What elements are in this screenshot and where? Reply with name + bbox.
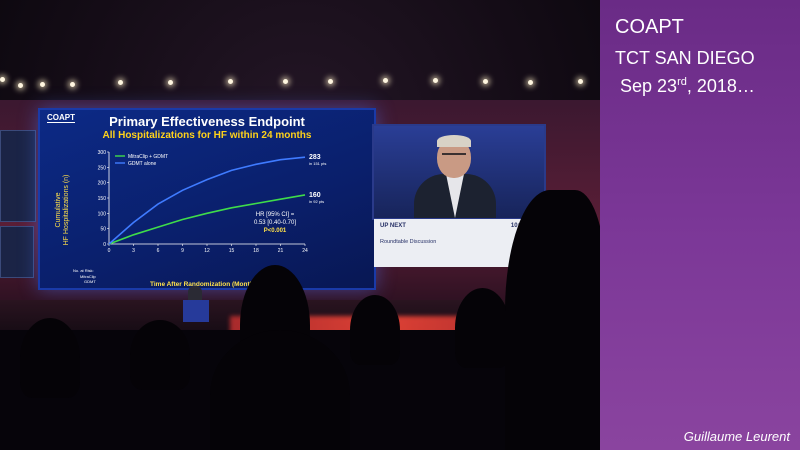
endpoint-clip-value: 160 (309, 192, 321, 199)
up-next-label: UP NEXT (380, 223, 406, 229)
legend-label: GDMT alone (128, 161, 156, 167)
y-axis-label: Cumulative HF Hospitalizations (n) (55, 165, 71, 255)
x-axis-label: Time After Randomization (Months) (150, 281, 260, 288)
main-slide-screen: COAPT Primary Effectiveness Endpoint All… (38, 108, 376, 290)
slide-subtitle: All Hospitalizations for HF within 24 mo… (102, 130, 312, 141)
audience-head (20, 318, 80, 398)
ceiling-light (228, 79, 233, 84)
ceiling-light (483, 79, 488, 84)
y-axis-label-line2: HF Hospitalizations (n) (63, 174, 70, 246)
audience-head (350, 295, 400, 365)
y-tick-label: 150 (98, 196, 107, 202)
hf-hospitalization-chart: 0 50 100 150 200 250 300 0 3 6 9 12 15 18 21 24 MitraCli… (98, 150, 327, 254)
ceiling-light (40, 82, 45, 87)
x-tick-label: 6 (157, 248, 160, 254)
hazard-ratio-line2: 0.53 [0.40-0.70] (254, 220, 296, 226)
up-next-text: Roundtable Discussion (380, 239, 437, 245)
conference-photo: COAPT Primary Effectiveness Endpoint All… (0, 0, 600, 450)
y-tick-label: 0 (103, 242, 106, 248)
x-tick-label: 0 (108, 248, 111, 254)
audience-head (130, 320, 190, 390)
hazard-ratio-line1: HR [95% CI] = (256, 212, 295, 218)
caption-title: COAPT (615, 16, 684, 38)
ceiling-light (168, 80, 173, 85)
audience-head (210, 330, 350, 450)
endpoint-gdmt-sub: in 151 pts (309, 161, 326, 166)
x-tick-label: 9 (181, 248, 184, 254)
x-tick-label: 15 (229, 248, 235, 254)
caption-event: TCT SAN DIEGO (615, 48, 755, 68)
slide-logo: COAPT (47, 113, 75, 123)
y-axis-label-line1: Cumulative (55, 192, 62, 228)
risk-header: No. at Risk: (73, 268, 94, 273)
y-tick-label: 250 (98, 165, 107, 171)
x-tick-label: 18 (253, 248, 259, 254)
photo-credit: Guillaume Leurent (683, 429, 790, 444)
podium (183, 300, 209, 322)
ceiling-light (383, 78, 388, 83)
slide-title: Primary Effectiveness Endpoint (109, 114, 305, 129)
caption-date: Sep 23rd, 2018… (620, 76, 755, 96)
series-line-mitraclip (108, 194, 306, 245)
ceiling-light (433, 78, 438, 83)
ceiling-light (18, 83, 23, 88)
left-side-clock-panel (0, 226, 34, 278)
p-value: P<0.001 (264, 228, 287, 234)
audience-head (455, 288, 510, 368)
risk-clip-label: MitraClip (80, 274, 96, 279)
speaker-hair (437, 135, 471, 147)
x-tick-label: 3 (132, 248, 135, 254)
ceiling-light (70, 82, 75, 87)
y-tick-label: 300 (98, 150, 107, 156)
audience-head (505, 190, 600, 450)
ceiling-light (328, 79, 333, 84)
ceiling-light (578, 79, 583, 84)
y-tick-label: 100 (98, 211, 107, 217)
endpoint-clip-sub: in 92 pts (309, 199, 324, 204)
speaker-video-screen (372, 124, 546, 220)
ceiling-light (528, 80, 533, 85)
ceiling-light (118, 80, 123, 85)
risk-gdmt-label: GDMT (84, 279, 96, 284)
x-tick-label: 24 (302, 248, 308, 254)
y-tick-label: 50 (100, 227, 106, 233)
series-line-gdmt (108, 156, 306, 245)
y-tick-label: 200 (98, 181, 107, 187)
x-tick-label: 12 (204, 248, 210, 254)
caption-panel: COAPT TCT SAN DIEGO Sep 23rd, 2018… Guil… (600, 0, 800, 450)
ceiling-light (283, 79, 288, 84)
speaker-glasses (442, 153, 466, 160)
left-side-screen (0, 130, 36, 222)
x-tick-label: 21 (278, 248, 284, 254)
legend-label: MitraClip + GDMT (128, 154, 168, 160)
ceiling-light (0, 77, 5, 82)
endpoint-gdmt-value: 283 (309, 154, 321, 161)
